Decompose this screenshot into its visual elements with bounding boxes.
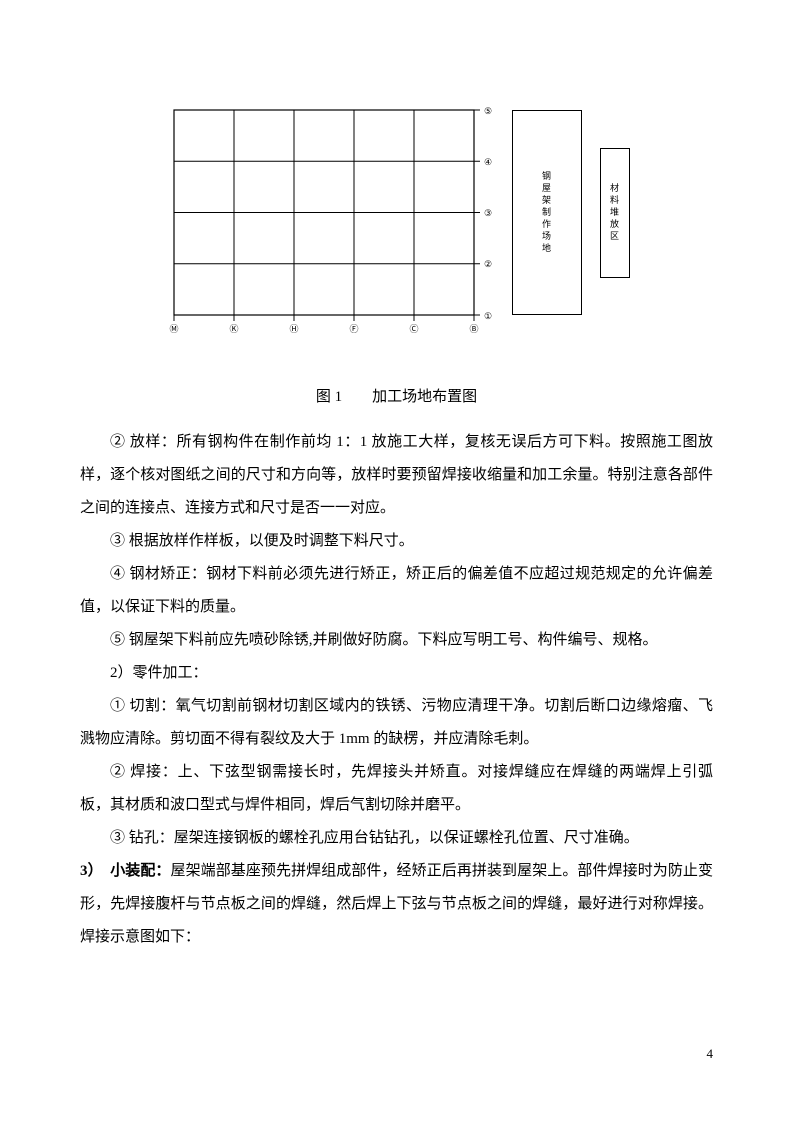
paragraph-cut: ① 切割：氧气切割前钢材切割区域内的铁锈、污物应清理干净。切割后断口边缘熔瘤、飞… (80, 690, 713, 756)
svg-text:②: ② (483, 259, 491, 269)
svg-text:Ⓑ: Ⓑ (469, 324, 478, 334)
svg-text:Ⓕ: Ⓕ (349, 324, 358, 334)
paragraph-item3: ③ 根据放样作样板，以便及时调整下料尺寸。 (80, 525, 713, 558)
diagram-container: ⑤ ④ ③ ② ① Ⓜ Ⓚ Ⓗ Ⓕ Ⓒ Ⓑ 钢屋架制作场地 材料堆放区 (80, 100, 713, 350)
workshop-box-label: 钢屋架制作场地 (540, 171, 553, 255)
svg-text:Ⓒ: Ⓒ (409, 324, 418, 334)
material-box-label: 材料堆放区 (608, 183, 621, 243)
svg-text:Ⓗ: Ⓗ (289, 324, 298, 334)
page-number: 4 (707, 1046, 714, 1062)
paragraph-item2: ② 放样：所有钢构件在制作前均 1：1 放施工大样，复核无误后方可下料。按照施工… (80, 426, 713, 525)
svg-text:①: ① (483, 311, 491, 321)
svg-text:Ⓜ: Ⓜ (169, 324, 178, 334)
svg-text:③: ③ (483, 208, 491, 218)
paragraph-item5: ⑤ 钢屋架下料前应先喷砂除锈,并刷做好防腐。下料应写明工号、构件编号、规格。 (80, 624, 713, 657)
svg-text:⑤: ⑤ (483, 106, 491, 116)
svg-text:Ⓚ: Ⓚ (229, 324, 238, 334)
workshop-box: 钢屋架制作场地 (512, 110, 582, 315)
section3-text: 屋架端部基座预先拼焊组成部件，经矫正后再拼装到屋架上。部件焊接时为防止变形，先焊… (80, 863, 713, 945)
paragraph-weld: ② 焊接：上、下弦型钢需接长时，先焊接头并矫直。对接焊缝应在焊缝的两端焊上引弧板… (80, 756, 713, 822)
paragraph-section2: 2）零件加工： (80, 657, 713, 690)
paragraph-section3: 3） 小装配：屋架端部基座预先拼焊组成部件，经矫正后再拼装到屋架上。部件焊接时为… (80, 855, 713, 954)
paragraph-item4: ④ 钢材矫正：钢材下料前必须先进行矫正，矫正后的偏差值不应超过规范规定的允许偏差… (80, 558, 713, 624)
paragraph-drill: ③ 钻孔：屋架连接钢板的螺栓孔应用台钻钻孔，以保证螺栓孔位置、尺寸准确。 (80, 822, 713, 855)
svg-text:④: ④ (483, 157, 491, 167)
material-box: 材料堆放区 (600, 148, 630, 278)
section3-prefix: 3） 小装配： (80, 863, 171, 879)
grid-diagram: ⑤ ④ ③ ② ① Ⓜ Ⓚ Ⓗ Ⓕ Ⓒ Ⓑ (164, 100, 494, 350)
grid-svg: ⑤ ④ ③ ② ① Ⓜ Ⓚ Ⓗ Ⓕ Ⓒ Ⓑ (164, 100, 494, 350)
figure-caption: 图 1 加工场地布置图 (80, 385, 713, 406)
